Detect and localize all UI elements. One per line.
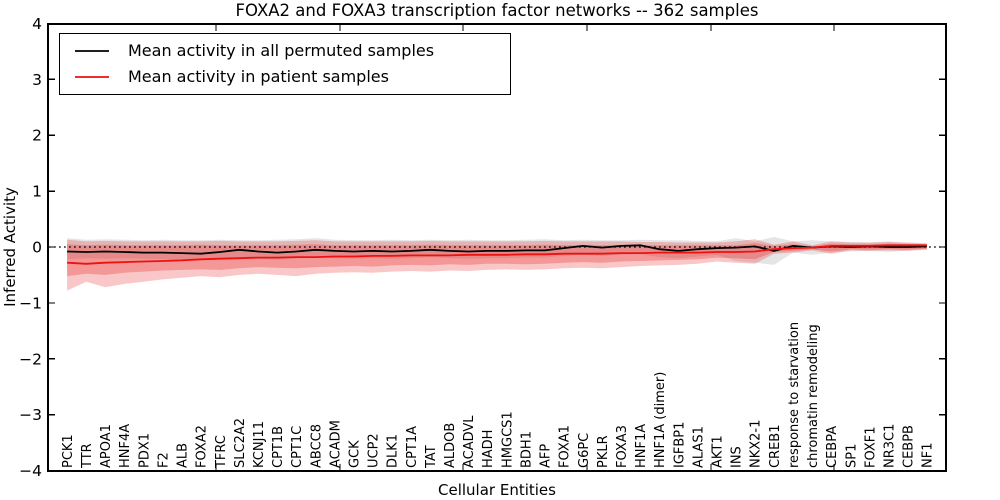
x-category-label: FOXA1 [558,425,573,468]
legend-line-patient-icon [75,76,109,78]
x-category-label: SLC2A2 [233,418,248,468]
x-category-label: ALDOB [443,423,458,468]
legend-entry-patient: Mean activity in patient samples [73,68,510,86]
y-tick-label: 2 [32,127,42,145]
x-category-label: HNF1A (dimer) [653,372,668,468]
x-category-label: KCNJ11 [252,421,267,468]
x-category-label: AFP [539,444,554,468]
y-tick-label: 3 [32,71,42,89]
x-category-label: F2 [156,452,171,468]
y-tick-label: −3 [19,406,42,424]
x-category-label: HNF4A [118,424,133,468]
x-category-label: TTR [80,443,95,469]
x-category-label: DLK1 [386,434,401,468]
x-category-label: CPT1C [290,426,305,468]
x-category-label: PCK1 [61,434,76,468]
x-category-label: IGFBP1 [672,422,687,468]
x-category-label: CEBPA [825,426,840,468]
y-tick-label: −4 [19,462,42,480]
x-category-label: CREB1 [768,424,783,468]
x-category-label: NF1 [921,443,936,468]
legend-label-patient: Mean activity in patient samples [128,67,389,86]
x-category-label: AKT1 [711,435,726,468]
y-tick-label: 0 [32,239,42,257]
x-category-label: ACADVL [462,415,477,468]
x-category-label: TAT [424,445,439,469]
x-category-label: PKLR [596,435,611,468]
y-tick-label: −2 [19,350,42,368]
y-tick-label: 1 [32,183,42,201]
x-category-label: FOXA2 [195,425,210,468]
x-category-label: INS [730,446,745,468]
x-category-label: G6PC [577,433,592,468]
x-category-label: SP1 [844,444,859,468]
x-category-label: ALAS1 [691,426,706,468]
x-category-label: UCP2 [367,433,382,468]
x-category-label: HMGCS1 [500,411,515,468]
x-category-label: NKX2-1 [749,420,764,468]
y-axis-title: Inferred Activity [1,187,19,307]
x-category-label: APOA1 [99,424,114,468]
x-category-label: GCK [347,440,362,468]
x-category-label: FOXA3 [615,425,630,468]
x-category-label: PDX1 [137,433,152,468]
legend-entry-permuted: Mean activity in all permuted samples [73,42,510,60]
legend-label-permuted: Mean activity in all permuted samples [128,41,435,60]
x-category-label: HADH [481,430,496,468]
x-category-label: TFRC [214,435,229,469]
x-category-label: HNF1A [634,424,649,468]
legend-line-permuted-icon [75,50,109,52]
patient-mean-line [67,244,927,265]
x-category-label: CPT1A [405,426,420,468]
y-tick-label: −1 [19,294,42,312]
x-category-label: CPT1B [271,426,286,468]
y-tick-label: 4 [32,15,42,33]
x-category-label: BDH1 [519,431,534,468]
legend: Mean activity in all permuted samples Me… [59,33,511,95]
x-category-label: ACADM [328,420,343,468]
x-category-label: CEBPB [902,425,917,468]
x-category-label: ABCC8 [309,424,324,468]
x-category-label: NR3C1 [882,424,897,468]
x-axis-title: Cellular Entities [438,481,556,499]
x-category-label: response to starvation [787,322,802,468]
x-category-label: chromatin remodeling [806,324,821,468]
x-category-label: FOXF1 [863,426,878,468]
x-category-label: ALB [176,443,191,468]
chart-title: FOXA2 and FOXA3 transcription factor net… [235,1,759,20]
